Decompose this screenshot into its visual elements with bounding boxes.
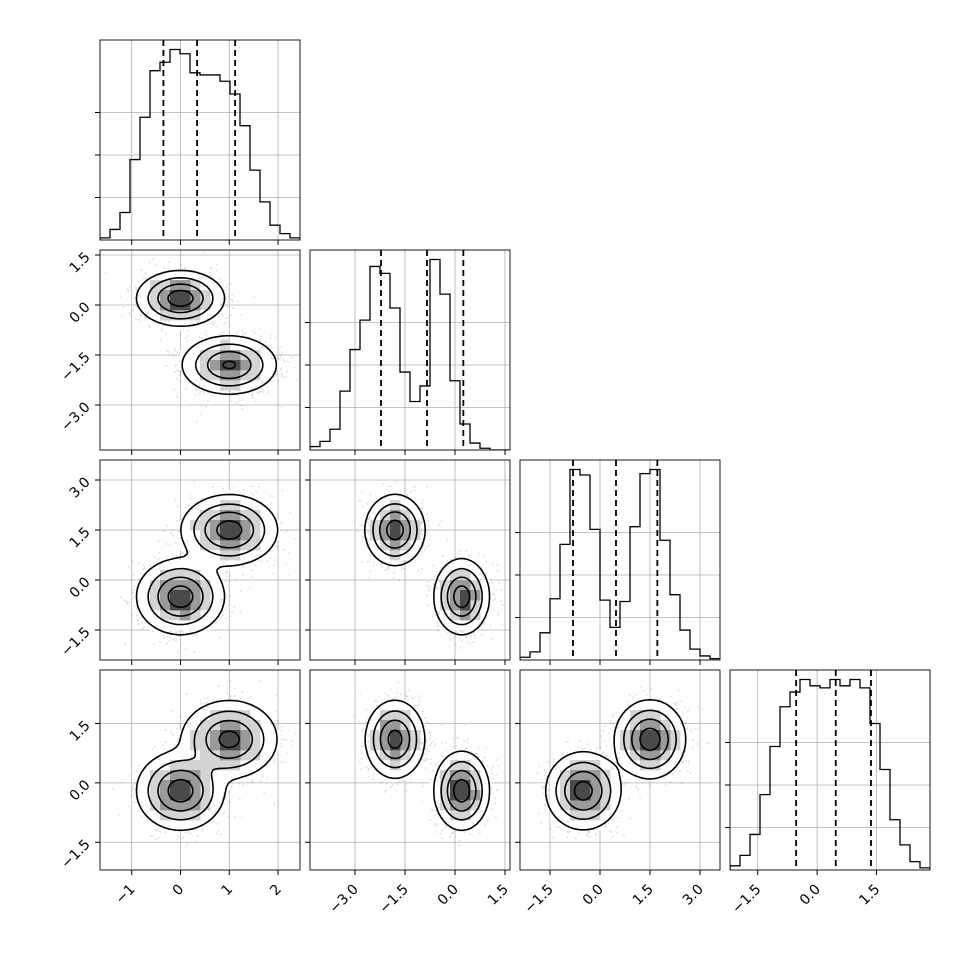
contour-line — [157, 283, 252, 380]
contour-line — [135, 493, 279, 636]
panel-frame — [99, 39, 301, 241]
panel-frame — [309, 669, 511, 871]
x-tick-label: 3.0 — [680, 882, 707, 909]
y-tick-label: −3.0 — [58, 399, 93, 434]
contour-line — [564, 718, 670, 811]
scatter-panel-4-3 — [515, 669, 721, 871]
x-tick-label: 0.0 — [580, 882, 607, 909]
scatter-panel-3-1: −1.5 0.0 1.5 3.0 — [58, 459, 301, 661]
x-tick-label: 0.0 — [435, 882, 462, 909]
contour-line — [544, 699, 687, 831]
histogram-body — [730, 670, 930, 870]
histogram-body — [100, 40, 300, 240]
contour-line — [555, 709, 677, 820]
scatter-body — [353, 480, 504, 649]
panel-frame — [519, 669, 721, 871]
scatter-panel-2-1: −3.0 −1.5 0.0 1.5 — [58, 249, 301, 451]
y-tick-label: 1.5 — [67, 524, 94, 551]
contour-line — [364, 699, 491, 832]
y-tick-label: −1.5 — [58, 624, 93, 659]
contour-line — [378, 511, 477, 617]
contour-line — [157, 511, 255, 617]
histogram-step — [520, 468, 720, 660]
contour-line — [372, 503, 483, 626]
x-tick-label: 0.0 — [797, 882, 824, 909]
scatter-body — [105, 250, 298, 423]
contour-line — [135, 699, 278, 832]
contour-line — [167, 520, 243, 609]
density-shade — [170, 290, 241, 371]
panel-frame — [99, 669, 301, 871]
y-tick-label: 1.5 — [67, 718, 94, 745]
panel-frame — [309, 249, 511, 451]
panel-frame — [99, 459, 301, 661]
histogram-panel-2 — [305, 249, 511, 451]
x-tick-label: −1.5 — [376, 882, 411, 917]
panel-frame — [309, 459, 511, 661]
scatter-panel-3-2 — [305, 459, 511, 661]
panel-grid — [131, 40, 279, 240]
contour-line — [167, 730, 241, 803]
histogram-body — [520, 460, 720, 660]
contour-line — [372, 710, 483, 821]
panel-frame — [99, 249, 301, 451]
histogram-panel-1 — [95, 39, 301, 241]
contour-line — [363, 493, 491, 636]
y-tick-label: −1.5 — [58, 349, 93, 384]
y-tick-label: 0.0 — [67, 777, 94, 804]
x-tick-label: −3.0 — [326, 882, 361, 917]
x-tick-label: 1.5 — [485, 882, 512, 909]
contour-line — [147, 277, 264, 387]
histogram-step — [310, 258, 510, 450]
y-tick-label: 0.0 — [67, 574, 94, 601]
scatter-panel-4-1: −1.5 0.0 1.5 — [58, 669, 301, 872]
y-tick-label: 1.5 — [67, 249, 94, 276]
scatter-body — [536, 686, 711, 840]
density-shade — [380, 510, 481, 621]
panel-grid — [757, 670, 877, 870]
panel-frame — [519, 459, 721, 661]
x-tick-label: 2 — [267, 882, 285, 900]
density-shade — [170, 730, 241, 801]
contour-line — [135, 269, 278, 396]
x-tick-label: −1.5 — [729, 882, 764, 917]
contour-line — [157, 719, 254, 812]
density-shade — [570, 730, 661, 801]
panel-frame — [729, 669, 931, 871]
x-tick-label: 1.5 — [630, 882, 657, 909]
histogram-panel-3 — [515, 459, 721, 661]
scatter-body — [112, 679, 297, 847]
x-tick-label: −1 — [113, 882, 139, 908]
contour-line — [385, 519, 471, 609]
contour-line — [387, 729, 471, 803]
x-tick-label: 1 — [218, 882, 236, 900]
histogram-step — [730, 678, 930, 870]
scatter-body — [119, 481, 297, 653]
contour-line — [147, 710, 265, 821]
y-tick-label: 0.0 — [67, 299, 94, 326]
density-shade — [390, 520, 471, 611]
density-shade — [170, 520, 241, 611]
scatter-panel-4-2 — [305, 669, 511, 871]
y-tick-label: 3.0 — [67, 474, 94, 501]
histogram-body — [310, 250, 510, 450]
contour-line — [379, 719, 477, 812]
scatter-body — [353, 681, 499, 847]
contour-line — [573, 727, 661, 801]
histogram-panel-4 — [725, 669, 931, 871]
x-tick-label: −1.5 — [521, 882, 556, 917]
contour-line — [147, 503, 266, 626]
x-tick-label: 1.5 — [856, 882, 883, 909]
histogram-step — [100, 48, 300, 240]
contour-line — [167, 289, 236, 370]
density-shade — [390, 730, 471, 801]
x-tick-label: 0 — [170, 882, 188, 900]
y-tick-label: −1.5 — [58, 837, 93, 872]
